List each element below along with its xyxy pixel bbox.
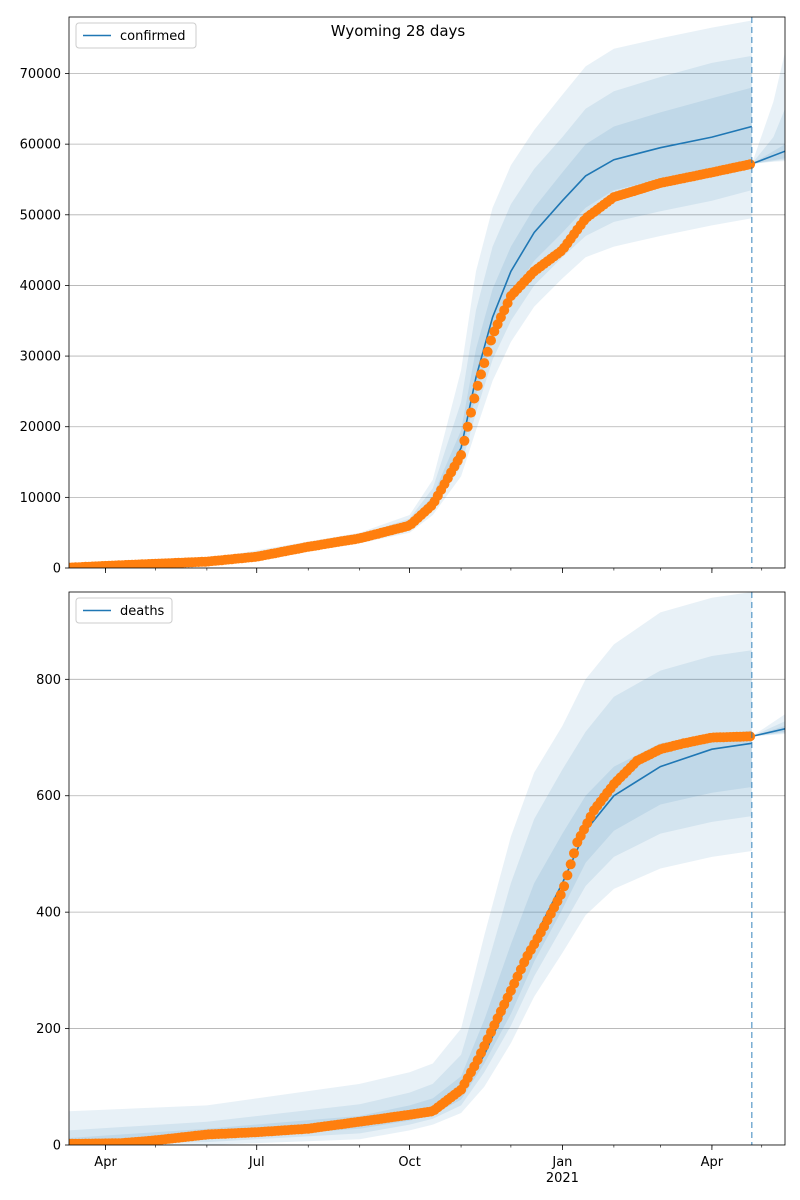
uncertainty-band — [69, 650, 752, 1145]
legend-label: confirmed — [120, 29, 186, 44]
observed-point — [482, 346, 493, 357]
axes-frame — [68, 16, 786, 569]
observed-point — [462, 421, 473, 432]
y-tick-label: 60000 — [20, 138, 61, 153]
x-tick-label: Jul — [248, 1155, 265, 1170]
observed-point — [479, 358, 490, 369]
forecast-line — [751, 150, 785, 165]
y-tick-label: 400 — [36, 906, 61, 921]
y-tick-label: 200 — [36, 1022, 61, 1037]
forecast-band — [751, 721, 785, 737]
y-tick-label: 0 — [53, 562, 61, 577]
uncertainty-band — [69, 20, 752, 568]
y-tick-label: 20000 — [20, 420, 61, 435]
deaths-panel: 0 200 400 600 800 Apr Jul Oct Jan Apr 2021 deaths — [36, 591, 786, 1186]
x-year-label: 2021 — [546, 1171, 579, 1186]
y-tick-label: 10000 — [20, 491, 61, 506]
uncertainty-band — [69, 87, 752, 568]
observed-point — [486, 335, 496, 346]
observed-point — [745, 731, 756, 742]
observed-point — [459, 435, 470, 446]
y-tick-label: 800 — [36, 673, 61, 688]
observed-point — [569, 848, 579, 859]
observed-point — [565, 859, 576, 870]
forecast-line — [751, 728, 785, 738]
observed-point — [562, 870, 573, 881]
legend-label: deaths — [120, 604, 165, 619]
forecast-band — [751, 108, 785, 164]
observed-point — [469, 393, 480, 404]
observed-point — [745, 159, 756, 170]
plot-area — [69, 17, 785, 568]
observed-point — [476, 369, 486, 380]
x-tick-label: Jan — [551, 1155, 572, 1170]
observed-point — [559, 881, 570, 892]
legend-box — [75, 597, 173, 624]
plot-area — [69, 592, 785, 1145]
y-tick-label: 50000 — [20, 208, 61, 223]
y-tick-label: 600 — [36, 789, 61, 804]
x-tick-label: Apr — [94, 1155, 117, 1170]
axes-frame — [68, 591, 786, 1146]
y-tick-label: 30000 — [20, 350, 61, 365]
y-tick-label: 40000 — [20, 279, 61, 294]
legend-box — [75, 22, 197, 49]
y-tick-label: 70000 — [20, 67, 61, 82]
observed-point — [555, 889, 566, 900]
x-tick-label: Apr — [701, 1155, 724, 1170]
uncertainty-band — [69, 592, 752, 1145]
observed-point — [456, 450, 467, 460]
forecast-band — [751, 144, 785, 164]
y-tick-label: 0 — [53, 1139, 61, 1154]
observed-point — [472, 380, 483, 391]
x-tick-label: Oct — [398, 1155, 420, 1170]
legend: deaths — [75, 597, 173, 624]
forecast-band — [751, 52, 785, 164]
observed-point — [466, 407, 476, 418]
uncertainty-band — [69, 55, 752, 568]
confirmed-panel: 0 10000 20000 30000 40000 50000 60000 70000 conf… — [20, 16, 786, 577]
forecast-band — [751, 725, 785, 737]
chart-title: Wyoming 28 days — [331, 22, 466, 40]
legend: confirmed — [75, 22, 197, 49]
